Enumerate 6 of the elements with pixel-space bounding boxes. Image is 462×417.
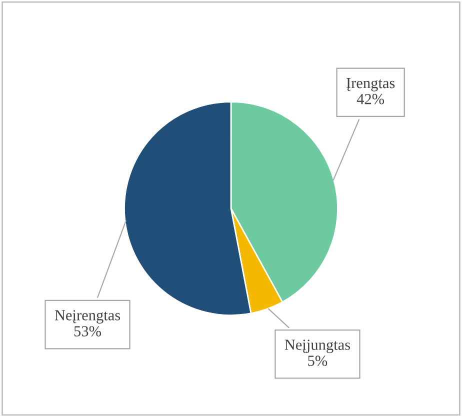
slice-label: Neįjungtas (284, 340, 350, 354)
slice-label: Neįrengtas (54, 310, 120, 324)
slice-label: Įrengtas (346, 78, 395, 92)
data-label: 42% (356, 94, 384, 104)
data-label: 5% (308, 356, 328, 366)
data-label: 53% (74, 326, 102, 336)
